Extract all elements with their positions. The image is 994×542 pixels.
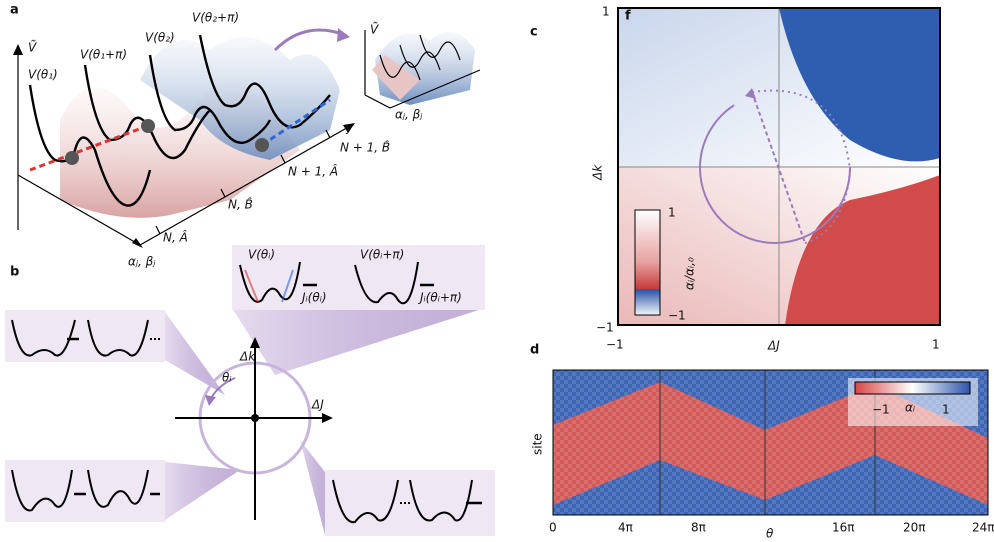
circle-path: [699, 92, 851, 244]
fan: [165, 312, 225, 395]
plot-frame: [617, 7, 941, 326]
ball: [65, 151, 79, 165]
colorbar-tick: −1: [872, 403, 890, 417]
panel-label: a: [10, 3, 19, 18]
inset-box: [5, 310, 165, 362]
colorbar-label: αᵢ: [905, 401, 915, 415]
tick-label: 1: [932, 338, 940, 352]
dashed-path: [751, 91, 806, 244]
dashed-line: [261, 98, 331, 147]
inset: Ṽ αⱼ, βⱼ: [364, 22, 481, 122]
tick-label: −1: [596, 321, 614, 335]
label: Ṽ: [370, 22, 379, 37]
axis-label: Ṽ: [28, 40, 37, 55]
potential-label: V(θ₁): [28, 68, 58, 82]
ball: [141, 119, 155, 133]
tick-label: 1: [602, 5, 610, 19]
axis-label: αⱼ, βⱼ: [128, 255, 156, 269]
potential-label: V(θ₁+π): [80, 48, 127, 62]
surface-blue: [140, 37, 340, 161]
inset-label: V(θᵢ): [248, 248, 275, 262]
shape: [364, 30, 481, 109]
label: αⱼ, βⱼ: [395, 108, 423, 122]
inner-label: f: [625, 9, 631, 24]
shape: [354, 261, 419, 305]
shape: [244, 269, 259, 303]
axis: [139, 124, 353, 246]
potential-label: V(θ₂+π): [192, 11, 239, 25]
inset-label: Jᵢ(θᵢ+π): [418, 291, 462, 305]
tick-label: 16π: [832, 521, 855, 535]
tick-label: 8π: [691, 521, 706, 535]
axis-label: Δk: [591, 164, 605, 181]
tick-label: 4π: [618, 521, 633, 535]
axis-label: θᵢ: [222, 371, 232, 385]
origin: [251, 414, 259, 422]
axis-label: ΔJ: [311, 398, 324, 412]
j-bar: [67, 283, 482, 505]
axis-label: site: [531, 433, 545, 455]
inset-box: [5, 460, 165, 522]
shape: [409, 479, 473, 522]
potential-curve: [148, 54, 272, 145]
inset-label: Jᵢ(θᵢ): [300, 291, 327, 305]
shape: [11, 469, 73, 512]
colorbar-tick: 1: [942, 403, 950, 417]
panel-label: c: [530, 25, 538, 40]
axis-label: Δk: [239, 350, 256, 364]
shape: [87, 319, 149, 357]
curved-arrow: [273, 28, 346, 52]
inset-label: V(θᵢ+π): [360, 248, 404, 262]
potential-label: V(θ₂): [145, 31, 175, 45]
axis-label: y: [345, 121, 354, 135]
arrow: [205, 395, 216, 406]
site-label: N + 1, Â: [288, 164, 338, 179]
colorbar-tick: −1: [668, 309, 686, 323]
shape: [87, 469, 149, 508]
dashed-line: [29, 123, 151, 172]
site-label: N + 1, B̂: [340, 140, 390, 154]
well-curves: [11, 261, 473, 524]
shape: [281, 269, 294, 303]
potential-curve: [83, 64, 211, 160]
site-label: N, Â: [163, 230, 188, 245]
fan: [165, 462, 240, 520]
tick-label: −1: [606, 338, 624, 352]
colorbar-label: αᵢ/αᵢ,₀: [683, 257, 697, 290]
colorbar-tick: 1: [668, 206, 676, 220]
fan: [300, 440, 325, 535]
arrow: [745, 88, 756, 99]
panel-label: b: [10, 265, 19, 280]
potential-curve: [198, 34, 331, 129]
shape: [332, 479, 399, 524]
panel-label: d: [530, 343, 539, 358]
arrow: [13, 44, 23, 55]
axis-label: θ: [766, 527, 774, 541]
tick-label: 0: [549, 521, 557, 535]
shape: [239, 261, 301, 303]
shape: [379, 34, 461, 81]
site-tick: [155, 129, 331, 235]
arrow: [343, 123, 355, 133]
colorbar: [854, 381, 971, 395]
fan: [232, 308, 485, 375]
arrow: [337, 28, 350, 42]
axis-label: ΔJ: [767, 339, 780, 353]
arrow: [132, 238, 143, 248]
axis: [17, 174, 141, 246]
colorbar: [634, 209, 661, 316]
region-red: [785, 175, 940, 325]
potential-curve: [28, 84, 152, 207]
plot-frame: [552, 369, 989, 516]
ball: [255, 138, 269, 152]
tick-label: 20π: [903, 521, 926, 535]
site-label: N, B̂: [228, 197, 253, 211]
arrow: [250, 337, 333, 423]
region-blue: [779, 8, 940, 162]
shape: [11, 319, 76, 357]
tick-label: 24π: [972, 521, 994, 535]
